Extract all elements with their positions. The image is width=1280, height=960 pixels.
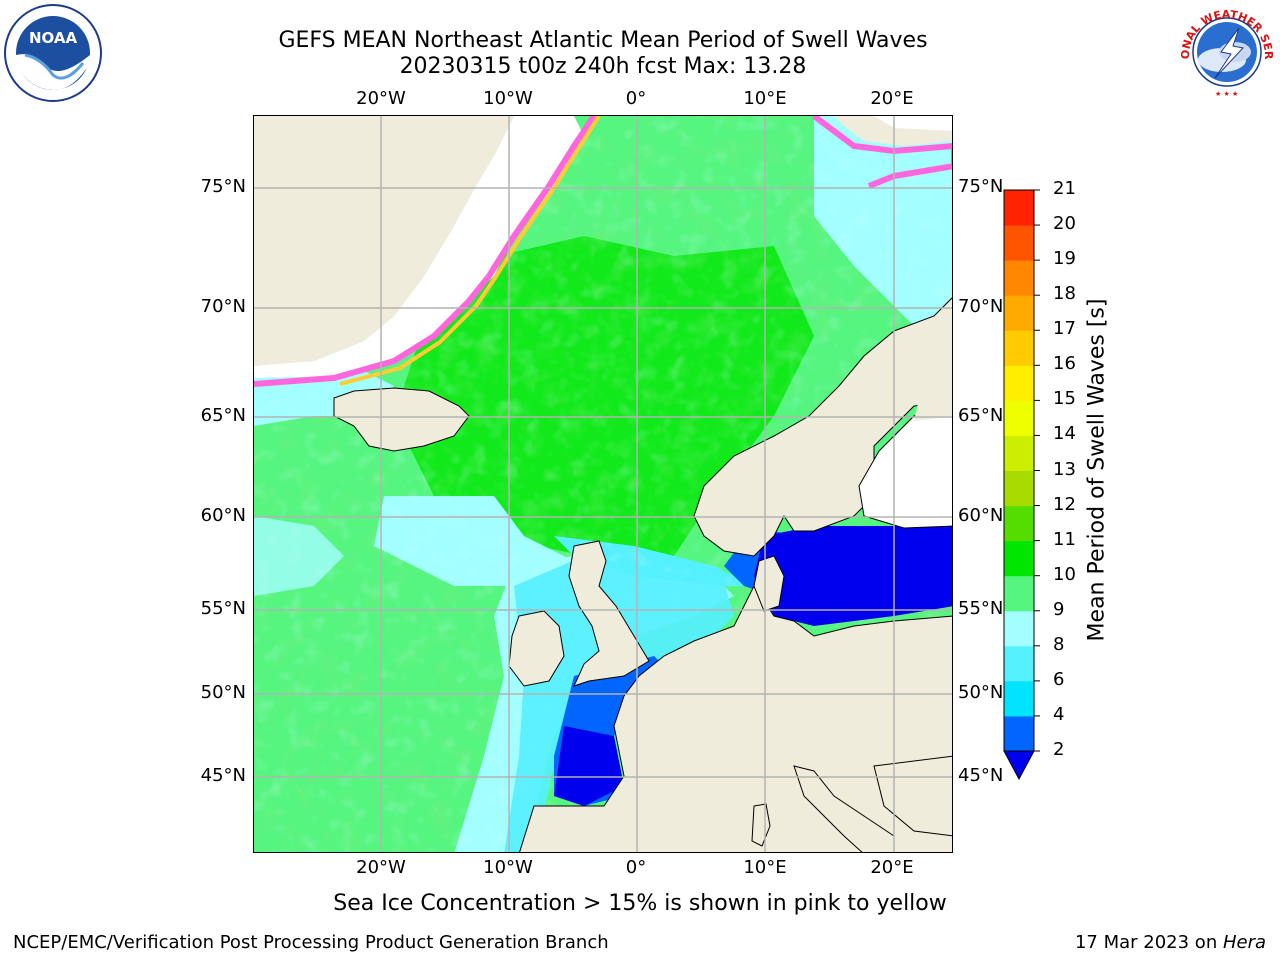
- credit-date: 17 Mar 2023 on: [1074, 932, 1223, 953]
- colorbar-tick-label: 21: [1053, 178, 1076, 199]
- colorbar-tick-label: 11: [1053, 528, 1076, 550]
- noaa-logo: NOAA: [3, 3, 103, 103]
- colorbar-segment: [1004, 715, 1034, 752]
- colorbar-tick-label: 17: [1053, 318, 1076, 340]
- colorbar-segment: [1004, 435, 1034, 471]
- lat-label-left: 75°N: [200, 176, 246, 197]
- lon-label-bottom: 10°W: [483, 857, 533, 878]
- lon-label-bottom: 20°E: [870, 857, 914, 878]
- lon-label-bottom: 20°W: [356, 857, 406, 878]
- lat-label-left: 65°N: [200, 405, 246, 426]
- lon-label-top: 20°E: [870, 88, 914, 109]
- nws-logo: NATIONAL WEATHER SERVICE ★ ★ ★: [1172, 0, 1277, 102]
- colorbar-svg: [1003, 189, 1040, 781]
- colorbar-segment: [1004, 470, 1034, 507]
- colorbar-tick-label: 9: [1053, 598, 1065, 620]
- colorbar-tick-label: 13: [1053, 458, 1076, 480]
- map-graticule: [254, 116, 952, 852]
- colorbar-tick-label: 20: [1053, 213, 1076, 235]
- colorbar-segment: [1004, 190, 1034, 226]
- lat-label-right: 75°N: [958, 176, 1004, 197]
- lon-label-top: 0°: [625, 88, 647, 109]
- svg-text:★ ★ ★: ★ ★ ★: [1215, 90, 1238, 98]
- colorbar-extend-arrow: [1003, 750, 1035, 781]
- lon-label-top: 10°W: [483, 88, 533, 109]
- colorbar-segment: [1004, 295, 1034, 331]
- chart-title: GEFS MEAN Northeast Atlantic Mean Period…: [278, 28, 928, 53]
- sea-ice-note: Sea Ice Concentration > 15% is shown in …: [333, 891, 947, 916]
- lat-label-right: 50°N: [958, 682, 1004, 703]
- colorbar-segment: [1004, 260, 1034, 296]
- lat-label-left: 45°N: [200, 765, 246, 786]
- colorbar-tick-label: 2: [1053, 739, 1065, 760]
- credit-right: 17 Mar 2023 on Hera: [1075, 932, 1266, 953]
- lat-label-left: 55°N: [200, 598, 246, 619]
- colorbar-segment: [1004, 680, 1034, 717]
- colorbar-tick-label: 18: [1053, 283, 1076, 305]
- colorbar-segment: [1004, 575, 1034, 612]
- map-canvas: [254, 116, 952, 852]
- lat-label-right: 60°N: [958, 505, 1004, 526]
- colorbar-tick-label: 6: [1053, 668, 1065, 690]
- credit-host: Hera: [1222, 932, 1266, 953]
- colorbar: [1000, 186, 1040, 786]
- lat-label-right: 70°N: [958, 296, 1004, 317]
- lon-label-top: 20°W: [356, 88, 406, 109]
- colorbar-segment: [1004, 365, 1034, 401]
- colorbar-segment: [1004, 610, 1034, 647]
- lat-label-left: 70°N: [200, 296, 246, 317]
- lat-label-left: 60°N: [200, 505, 246, 526]
- credit-left: NCEP/EMC/Verification Post Processing Pr…: [13, 932, 609, 953]
- lat-label-right: 45°N: [958, 765, 1004, 786]
- colorbar-tick-label: 12: [1053, 493, 1076, 515]
- lon-label-top: 10°E: [743, 88, 787, 109]
- colorbar-tick-label: 4: [1053, 703, 1065, 725]
- colorbar-segment: [1004, 645, 1034, 682]
- lat-label-left: 50°N: [200, 682, 246, 703]
- colorbar-segment: [1004, 540, 1034, 577]
- colorbar-tick-label: 16: [1053, 353, 1076, 375]
- colorbar-segment: [1004, 505, 1034, 542]
- colorbar-segment: [1004, 330, 1034, 366]
- chart-subtitle: 20230315 t00z 240h fcst Max: 13.28: [399, 54, 807, 79]
- map-panel: [253, 115, 953, 853]
- colorbar-segment: [1004, 225, 1034, 261]
- colorbar-tick-label: 10: [1053, 563, 1076, 585]
- lat-label-right: 55°N: [958, 598, 1004, 619]
- colorbar-tick-label: 8: [1053, 633, 1065, 655]
- colorbar-tick-label: 19: [1053, 248, 1076, 270]
- lat-label-right: 65°N: [958, 405, 1004, 426]
- colorbar-segment: [1004, 400, 1034, 436]
- colorbar-tick-label: 14: [1053, 423, 1076, 445]
- colorbar-tick-label: 15: [1053, 388, 1076, 410]
- lon-label-bottom: 10°E: [743, 857, 787, 878]
- noaa-logo-text: NOAA: [29, 29, 78, 47]
- lon-label-bottom: 0°: [625, 857, 647, 878]
- colorbar-title: Mean Period of Swell Waves [s]: [1084, 298, 1110, 642]
